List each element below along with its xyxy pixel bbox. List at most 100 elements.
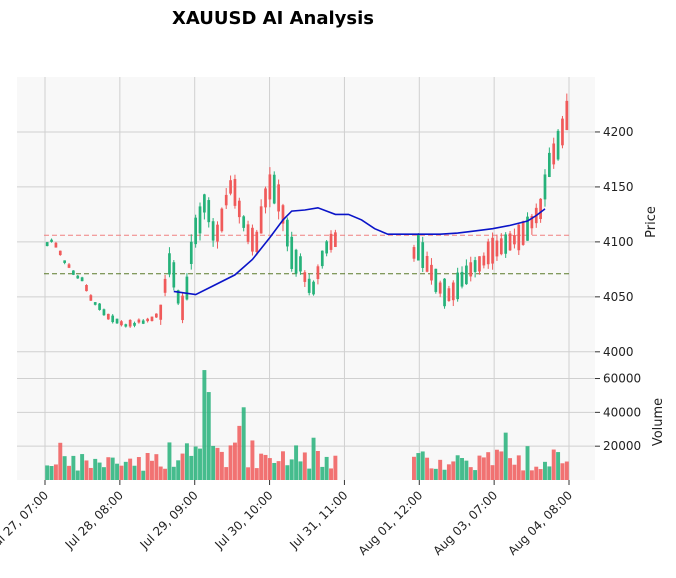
candle-body bbox=[233, 178, 237, 206]
candle-body bbox=[478, 256, 481, 272]
volume-bar bbox=[329, 468, 333, 480]
candle-body bbox=[486, 241, 490, 265]
candle-body bbox=[242, 216, 246, 228]
volume-bar bbox=[154, 454, 159, 480]
volume-bar bbox=[237, 425, 242, 480]
price-panel: 4000 4050 4100 4150 4200 Price bbox=[17, 77, 659, 365]
candle-body bbox=[102, 309, 106, 316]
candle-body bbox=[438, 282, 442, 294]
x-tick-label: Jul 27, 07:00 bbox=[0, 488, 51, 552]
candle-body bbox=[106, 313, 110, 320]
volume-bar bbox=[451, 461, 456, 480]
volume-bar bbox=[132, 465, 137, 480]
volume-bar bbox=[88, 467, 93, 480]
candle-body bbox=[229, 180, 232, 194]
volume-bar bbox=[176, 460, 181, 480]
candle-body bbox=[63, 260, 67, 263]
volume-bar bbox=[560, 463, 565, 480]
candle-body bbox=[425, 255, 429, 272]
candle-body bbox=[137, 319, 141, 323]
candle-body bbox=[491, 237, 494, 264]
volume-bar bbox=[171, 466, 176, 480]
volume-bar bbox=[163, 468, 168, 480]
volume-bar bbox=[158, 466, 163, 480]
volume-bar bbox=[93, 458, 98, 480]
candle-body bbox=[154, 313, 158, 318]
candle-body bbox=[194, 217, 198, 245]
volume-bar bbox=[254, 468, 259, 480]
candle-body bbox=[499, 238, 503, 255]
volume-bar bbox=[481, 457, 486, 480]
volume-bar bbox=[232, 442, 237, 480]
price-tick-label: 4150 bbox=[603, 180, 634, 194]
price-tick-label: 4000 bbox=[603, 345, 634, 359]
candle-body bbox=[451, 282, 455, 301]
volume-bar bbox=[272, 462, 277, 480]
volume-bar bbox=[556, 452, 561, 480]
volume-bar bbox=[189, 455, 194, 480]
volume-bar bbox=[119, 465, 124, 480]
candle-body bbox=[307, 278, 311, 293]
volume-bar bbox=[298, 461, 303, 480]
candle-body bbox=[80, 277, 84, 282]
candle-body bbox=[146, 318, 149, 322]
volume-bar bbox=[534, 466, 539, 480]
volume-bar bbox=[115, 463, 120, 480]
price-axis-label: Price bbox=[644, 206, 659, 238]
candle-body bbox=[434, 268, 438, 292]
x-tick-label: Aug 04, 08:00 bbox=[505, 488, 575, 558]
candle-body bbox=[259, 206, 263, 234]
volume-bar bbox=[438, 459, 443, 480]
candle-body bbox=[133, 322, 136, 326]
volume-bar bbox=[250, 440, 255, 480]
candle-body bbox=[176, 290, 180, 304]
volume-bar bbox=[58, 442, 63, 480]
volume-bar bbox=[529, 470, 534, 480]
candle-body bbox=[216, 224, 219, 242]
candle-body bbox=[159, 304, 163, 320]
volume-bar bbox=[490, 465, 495, 480]
volume-tick-label: 60000 bbox=[603, 372, 641, 386]
volume-bar bbox=[503, 432, 508, 480]
volume-tick-label: 20000 bbox=[603, 439, 641, 453]
volume-bar bbox=[84, 460, 89, 480]
candle-body bbox=[189, 241, 193, 264]
candle-body bbox=[547, 152, 551, 177]
candle-body bbox=[246, 224, 250, 242]
volume-bar bbox=[106, 457, 111, 480]
volume-bar bbox=[547, 466, 552, 480]
volume-bar bbox=[294, 445, 299, 480]
candle-body bbox=[334, 232, 337, 248]
candle-body bbox=[211, 221, 215, 241]
volume-bar bbox=[267, 458, 272, 480]
candle-body bbox=[207, 200, 211, 223]
volume-bar bbox=[307, 468, 312, 480]
candle-body bbox=[277, 184, 280, 212]
volume-bar bbox=[508, 458, 513, 480]
candle-body bbox=[203, 194, 206, 213]
volume-bar bbox=[128, 458, 133, 480]
candle-body bbox=[456, 272, 460, 300]
candle-body bbox=[543, 174, 547, 200]
volume-bar bbox=[512, 464, 517, 480]
candle-body bbox=[421, 242, 425, 268]
volume-y-ticks: 20000 40000 60000 bbox=[595, 372, 641, 453]
volume-bar bbox=[311, 437, 316, 480]
candle-body bbox=[412, 247, 416, 259]
candle-body bbox=[224, 194, 228, 206]
volume-bar bbox=[333, 455, 338, 480]
candle-body bbox=[517, 224, 521, 251]
candle-body bbox=[320, 250, 324, 267]
candle-body bbox=[76, 275, 80, 279]
candle-body bbox=[150, 316, 154, 322]
candle-body bbox=[303, 272, 307, 282]
volume-bar bbox=[141, 470, 146, 480]
candle-body bbox=[128, 319, 132, 327]
candle-body bbox=[198, 206, 202, 234]
price-y-ticks: 4000 4050 4100 4150 4200 bbox=[595, 125, 634, 359]
candle-body bbox=[552, 143, 556, 165]
volume-bar bbox=[281, 451, 285, 480]
volume-bar bbox=[442, 469, 447, 480]
volume-bar bbox=[97, 462, 102, 480]
candle-body bbox=[181, 295, 184, 321]
